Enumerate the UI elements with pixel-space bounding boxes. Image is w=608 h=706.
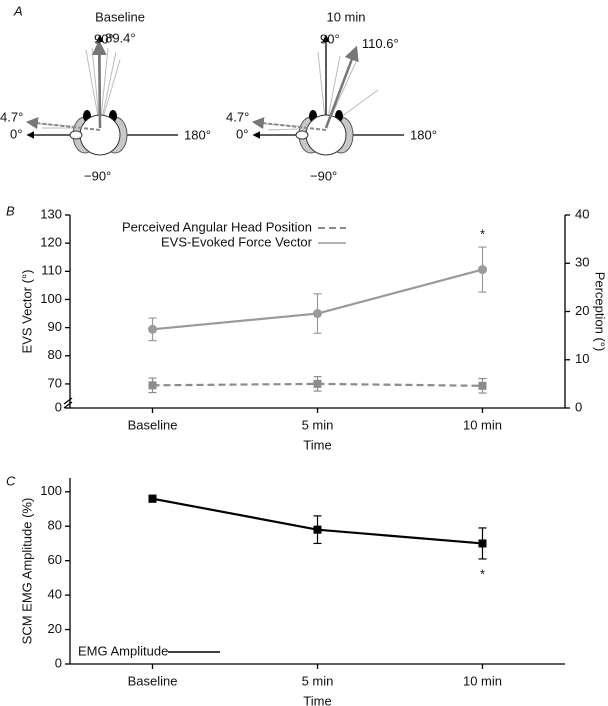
panel-label: B	[6, 203, 15, 218]
y-tick-label: 100	[40, 291, 62, 306]
x-tick-label: Baseline	[128, 417, 178, 432]
y-axis-label: EVS Vector (°)	[19, 270, 34, 354]
panel-label: A	[13, 3, 23, 18]
x-tick-label: 5 min	[302, 673, 334, 688]
panel-label: C	[6, 473, 16, 488]
y2-axis-label: Perception (°)	[593, 272, 608, 352]
y2-tick-label: 40	[575, 206, 589, 221]
evs-label: 110.6°	[362, 36, 399, 51]
marker	[478, 265, 487, 275]
marker	[148, 324, 157, 334]
y-tick-label: 0	[55, 655, 62, 670]
marker	[148, 381, 157, 390]
y2-tick-label: 30	[575, 255, 589, 270]
y-tick-label: 20	[48, 621, 62, 636]
evs-label: 89.4°	[105, 30, 136, 45]
significance-marker: *	[480, 227, 485, 242]
y-tick-label: 70	[48, 375, 62, 390]
y-axis-label: SCM EMG Amplitude (%)	[19, 498, 34, 645]
angle-label: 180°	[410, 127, 437, 142]
legend-label: Perceived Angular Head Position	[122, 219, 312, 234]
y-tick-label: 60	[48, 552, 62, 567]
marker	[478, 539, 487, 548]
y-tick-label: 0	[55, 399, 62, 414]
x-tick-label: 10 min	[463, 673, 502, 688]
view-title: Baseline	[95, 9, 145, 24]
x-tick-label: 5 min	[302, 417, 334, 432]
evs-vector	[324, 45, 359, 129]
y-tick-label: 80	[48, 347, 62, 362]
y-tick-label: 80	[48, 518, 62, 533]
y-tick-label: 100	[40, 483, 62, 498]
angle-label: 90°	[320, 31, 340, 46]
y-tick-label: 90	[48, 319, 62, 334]
x-tick-label: Baseline	[128, 673, 178, 688]
marker	[313, 379, 322, 388]
y-tick-label: 110	[41, 263, 62, 278]
x-tick-label: 10 min	[463, 417, 502, 432]
angle-label: 0°	[236, 126, 248, 141]
x-axis-label: Time	[303, 693, 331, 706]
marker	[478, 381, 487, 390]
y2-tick-label: 20	[575, 303, 589, 318]
angle-label: 180°	[184, 127, 211, 142]
evs-vector	[91, 40, 107, 129]
eye	[295, 130, 309, 140]
axis-break	[63, 397, 73, 405]
angle-label: 90°	[94, 31, 114, 46]
marker	[313, 309, 322, 319]
y-tick-label: 120	[40, 235, 62, 250]
head	[305, 114, 347, 156]
angle-label: −90°	[84, 168, 111, 183]
perception-label: 4.7°	[0, 109, 23, 124]
marker	[313, 525, 322, 534]
view-title: 10 min	[326, 9, 365, 24]
perception-vector	[25, 117, 101, 131]
y-tick-label: 130	[40, 206, 62, 221]
eye	[69, 130, 83, 140]
significance-marker: *	[480, 566, 485, 581]
angle-label: −90°	[310, 168, 337, 183]
legend-label: EMG Amplitude	[78, 643, 168, 658]
y2-tick-label: 10	[575, 351, 589, 366]
x-axis-label: Time	[303, 437, 331, 452]
angle-label: 0°	[10, 126, 22, 141]
y2-tick-label: 0	[575, 399, 582, 414]
perception-label: 4.7°	[226, 109, 249, 124]
perception-vector	[251, 117, 327, 131]
axis-break	[63, 401, 73, 409]
marker	[148, 494, 157, 503]
legend-label: EVS-Evoked Force Vector	[161, 234, 313, 249]
y-tick-label: 40	[48, 587, 62, 602]
